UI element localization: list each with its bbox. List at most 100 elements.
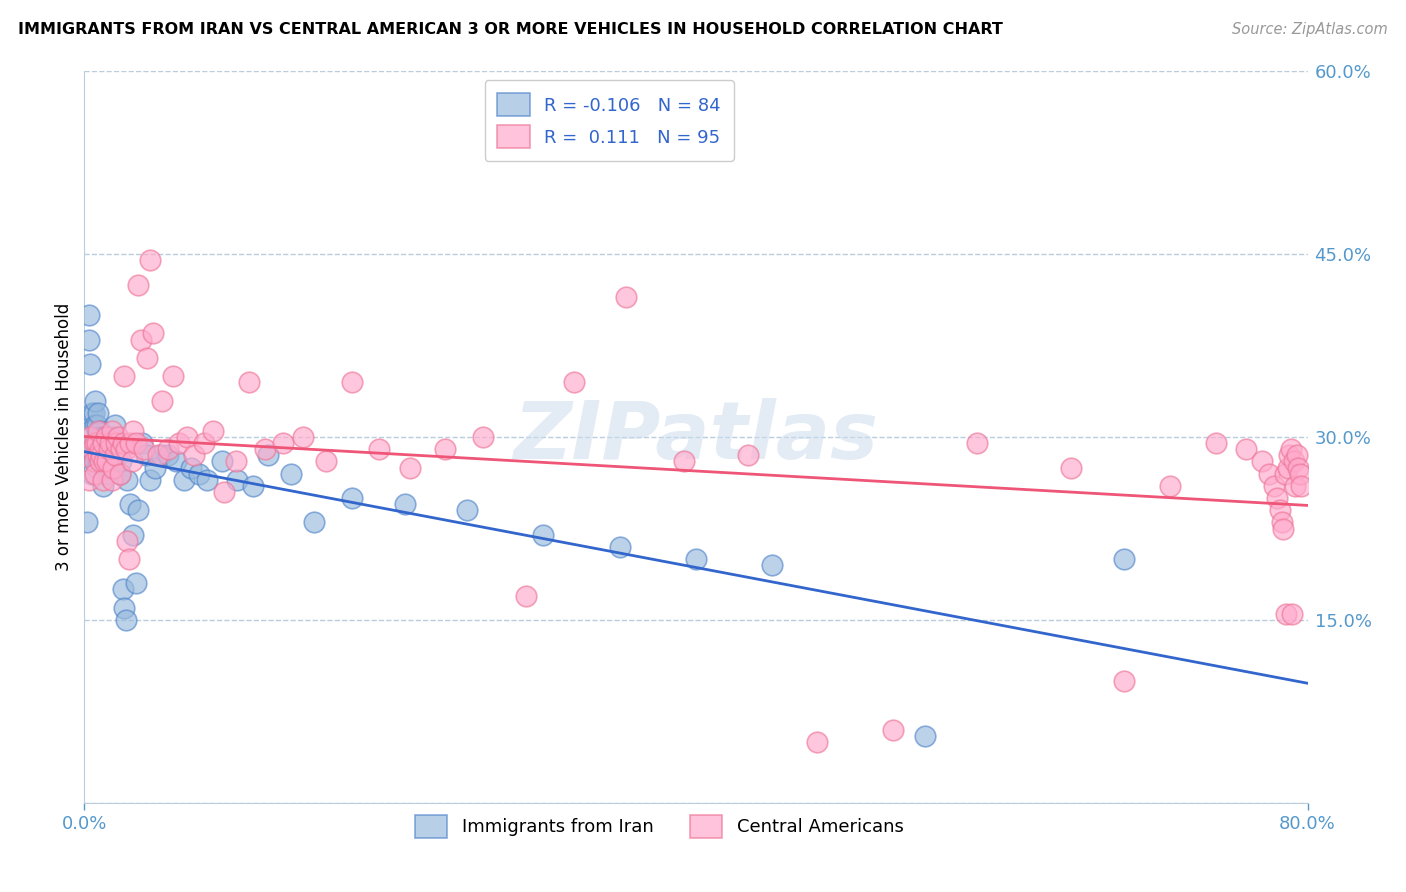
- Point: [110, 454, 132, 468]
- Point: [238, 375, 260, 389]
- Point: [110, 442, 132, 457]
- Point: [84, 417, 107, 432]
- Point: [1274, 467, 1296, 481]
- Point: [91, 479, 114, 493]
- Point: [77, 308, 100, 322]
- Point: [225, 454, 247, 468]
- Point: [142, 326, 165, 341]
- Point: [173, 473, 195, 487]
- Point: [80, 406, 103, 420]
- Point: [515, 589, 537, 603]
- Point: [91, 473, 114, 487]
- Point: [80, 442, 103, 457]
- Point: [94, 436, 117, 450]
- Point: [1205, 436, 1227, 450]
- Y-axis label: 3 or more Vehicles in Household: 3 or more Vehicles in Household: [55, 303, 73, 571]
- Point: [157, 448, 180, 462]
- Point: [399, 460, 422, 475]
- Point: [1275, 607, 1298, 621]
- Point: [562, 375, 585, 389]
- Text: Source: ZipAtlas.com: Source: ZipAtlas.com: [1232, 22, 1388, 37]
- Point: [101, 430, 124, 444]
- Point: [1114, 673, 1136, 688]
- Point: [1277, 460, 1299, 475]
- Point: [672, 454, 695, 468]
- Point: [98, 448, 121, 462]
- Point: [1291, 479, 1313, 493]
- Point: [183, 448, 205, 462]
- Point: [685, 552, 707, 566]
- Point: [132, 442, 155, 457]
- Point: [315, 454, 337, 468]
- Point: [761, 558, 783, 573]
- Point: [882, 723, 904, 737]
- Point: [83, 448, 105, 462]
- Point: [90, 448, 112, 462]
- Point: [96, 448, 118, 462]
- Point: [226, 473, 249, 487]
- Point: [104, 448, 127, 462]
- Point: [114, 613, 136, 627]
- Point: [114, 442, 136, 457]
- Point: [93, 430, 115, 444]
- Point: [1059, 460, 1081, 475]
- Point: [112, 369, 135, 384]
- Point: [79, 357, 101, 371]
- Point: [97, 436, 120, 450]
- Point: [87, 454, 110, 468]
- Point: [157, 442, 180, 457]
- Point: [97, 460, 120, 475]
- Point: [212, 485, 235, 500]
- Point: [98, 436, 121, 450]
- Point: [167, 436, 190, 450]
- Point: [1265, 491, 1288, 505]
- Point: [89, 442, 111, 457]
- Point: [120, 436, 142, 450]
- Point: [77, 473, 100, 487]
- Point: [966, 436, 988, 450]
- Point: [90, 448, 112, 462]
- Point: [1114, 552, 1136, 566]
- Point: [1282, 454, 1305, 468]
- Point: [118, 552, 141, 566]
- Point: [120, 497, 142, 511]
- Point: [89, 436, 111, 450]
- Point: [86, 430, 108, 444]
- Point: [83, 406, 105, 420]
- Point: [253, 442, 276, 457]
- Point: [1286, 460, 1309, 475]
- Point: [87, 424, 110, 438]
- Point: [86, 436, 108, 450]
- Point: [111, 436, 134, 450]
- Point: [86, 460, 108, 475]
- Point: [201, 424, 224, 438]
- Point: [434, 442, 457, 457]
- Point: [84, 393, 107, 408]
- Point: [97, 442, 120, 457]
- Point: [84, 467, 107, 481]
- Point: [1272, 521, 1295, 535]
- Point: [105, 436, 128, 450]
- Point: [108, 467, 131, 481]
- Point: [87, 448, 110, 462]
- Point: [472, 430, 495, 444]
- Text: ZIPatlas: ZIPatlas: [513, 398, 879, 476]
- Point: [91, 454, 114, 468]
- Point: [806, 735, 828, 749]
- Point: [136, 351, 159, 365]
- Point: [112, 600, 135, 615]
- Point: [531, 527, 554, 541]
- Point: [115, 533, 138, 548]
- Point: [609, 540, 631, 554]
- Point: [368, 442, 391, 457]
- Point: [146, 448, 169, 462]
- Text: IMMIGRANTS FROM IRAN VS CENTRAL AMERICAN 3 OR MORE VEHICLES IN HOUSEHOLD CORRELA: IMMIGRANTS FROM IRAN VS CENTRAL AMERICAN…: [18, 22, 1002, 37]
- Point: [1271, 516, 1294, 530]
- Point: [90, 436, 112, 450]
- Point: [93, 448, 115, 462]
- Point: [89, 454, 111, 468]
- Point: [98, 442, 121, 457]
- Point: [1263, 479, 1285, 493]
- Point: [162, 369, 184, 384]
- Point: [456, 503, 478, 517]
